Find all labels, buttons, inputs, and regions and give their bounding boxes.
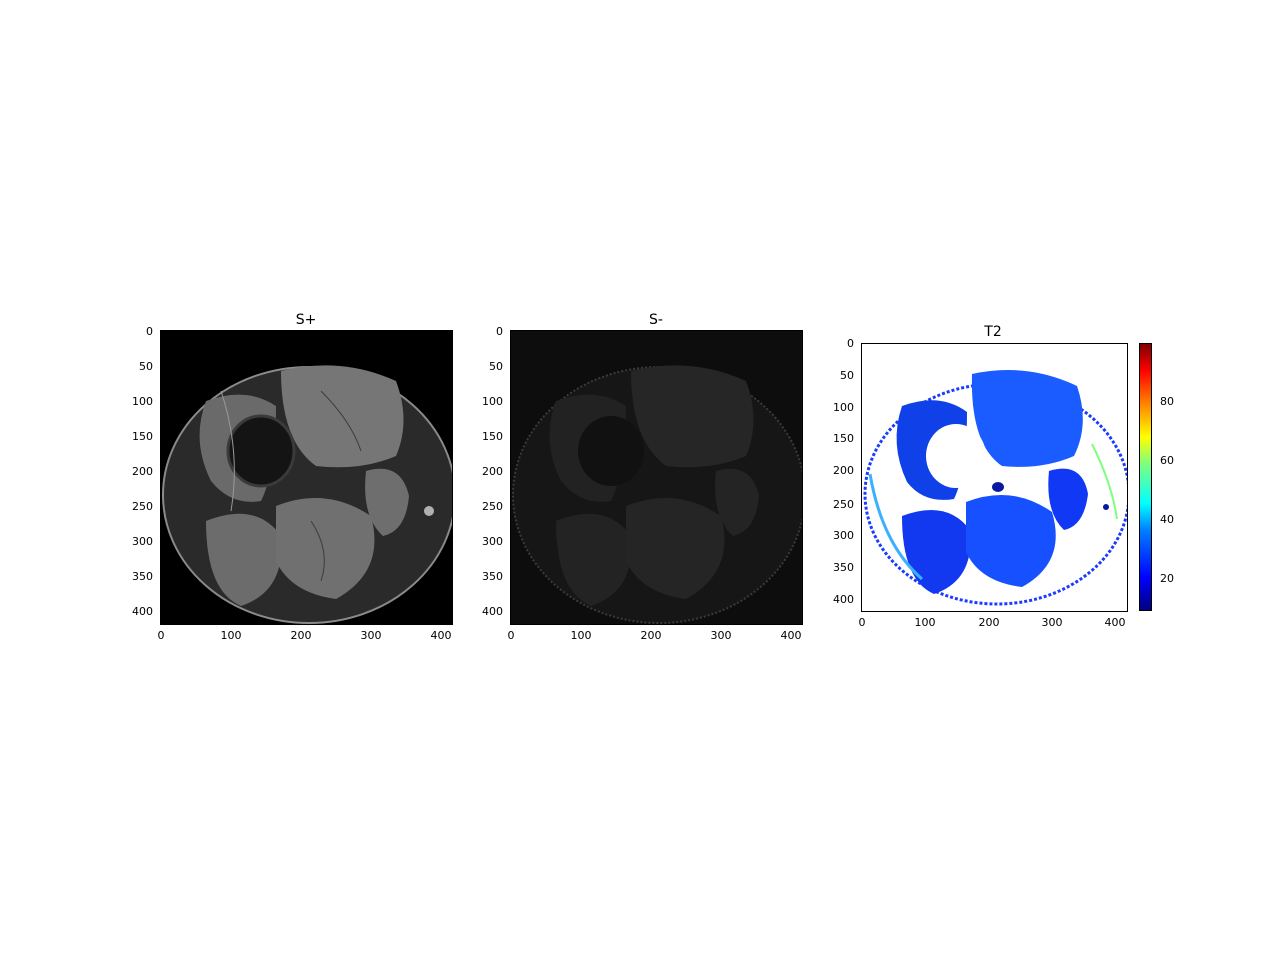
y-tick-label: 200 (482, 465, 503, 478)
y-tick-label: 100 (833, 401, 854, 414)
y-tick-label: 0 (146, 325, 153, 338)
x-tick-label: 200 (640, 629, 662, 642)
y-tick-label: 400 (833, 593, 854, 606)
x-tick-label: 0 (157, 629, 165, 642)
x-tick-label: 400 (430, 629, 452, 642)
y-tick-label: 400 (132, 605, 153, 618)
y-tick-label: 200 (132, 465, 153, 478)
y-tick-label: 250 (833, 498, 854, 511)
y-tick-label: 350 (482, 570, 503, 583)
image-axes (510, 330, 803, 625)
y-tick-label: 50 (139, 360, 153, 373)
y-tick-label: 100 (132, 395, 153, 408)
image-axes (160, 330, 453, 625)
colorbar-tick-label: 60 (1160, 454, 1174, 467)
y-tick-label: 350 (132, 570, 153, 583)
y-tick-label: 300 (132, 535, 153, 548)
x-tick-label: 200 (290, 629, 312, 642)
colorbar-tick-label: 20 (1160, 572, 1174, 585)
t2-map-image (863, 370, 1127, 606)
y-tick-label: 150 (132, 430, 153, 443)
colorbar-tick-label: 80 (1160, 395, 1174, 408)
x-tick-label: 0 (858, 616, 866, 629)
x-tick-label: 0 (507, 629, 515, 642)
y-tick-label: 350 (833, 561, 854, 574)
x-tick-label: 300 (710, 629, 732, 642)
image-axes (861, 343, 1128, 612)
y-tick-label: 150 (833, 432, 854, 445)
x-tick-label: 300 (360, 629, 382, 642)
y-tick-label: 150 (482, 430, 503, 443)
colorbar-tick-label: 40 (1160, 513, 1174, 526)
y-tick-label: 50 (840, 369, 854, 382)
x-tick-label: 100 (570, 629, 592, 642)
y-tick-label: 50 (489, 360, 503, 373)
x-tick-label: 400 (1104, 616, 1126, 629)
panel-title: S+ (295, 312, 317, 328)
x-tick-label: 300 (1041, 616, 1063, 629)
y-tick-label: 300 (833, 529, 854, 542)
colorbar (1139, 343, 1152, 611)
y-tick-label: 100 (482, 395, 503, 408)
y-tick-label: 0 (847, 337, 854, 350)
x-tick-label: 100 (220, 629, 242, 642)
x-tick-label: 100 (914, 616, 936, 629)
mri-image-dim (512, 365, 802, 624)
y-tick-label: 300 (482, 535, 503, 548)
mri-image-bright (162, 365, 452, 624)
y-tick-label: 250 (132, 500, 153, 513)
panel-title: S- (649, 312, 663, 328)
x-tick-label: 200 (978, 616, 1000, 629)
y-tick-label: 400 (482, 605, 503, 618)
x-tick-label: 400 (780, 629, 802, 642)
y-tick-label: 250 (482, 500, 503, 513)
y-tick-label: 0 (496, 325, 503, 338)
y-tick-label: 200 (833, 464, 854, 477)
panel-title: T2 (984, 324, 1002, 340)
